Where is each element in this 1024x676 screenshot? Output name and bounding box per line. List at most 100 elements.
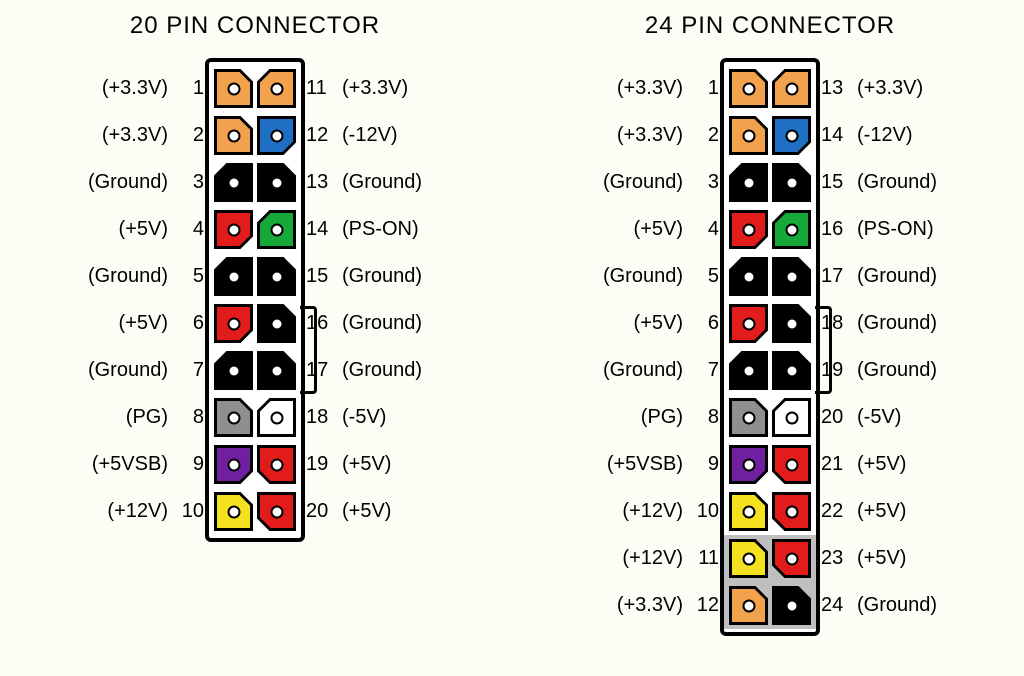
pin-signal: (+5V) bbox=[634, 312, 683, 335]
pin-label-left: (Ground) 7 bbox=[603, 347, 727, 394]
pin-signal: (-5V) bbox=[857, 406, 901, 429]
pin-number: 12 bbox=[693, 594, 719, 617]
pin-number: 22 bbox=[821, 500, 847, 523]
pin-number: 8 bbox=[178, 406, 204, 429]
pin-hole bbox=[270, 411, 283, 424]
pin-row: (PG)820(-5V) bbox=[727, 394, 813, 441]
pin-hole bbox=[785, 270, 798, 283]
pin bbox=[257, 257, 296, 296]
pin-signal: (Ground) bbox=[342, 265, 422, 288]
pin-row: (+12V)1022(+5V) bbox=[727, 488, 813, 535]
pin-signal: (Ground) bbox=[857, 594, 937, 617]
pin-hole bbox=[227, 364, 240, 377]
pin-hole bbox=[227, 505, 240, 518]
pin-hole bbox=[270, 317, 283, 330]
pin bbox=[729, 304, 768, 343]
connector-wrap: (+3.3V)111(+3.3V)(+3.3V)212(-12V)(Ground… bbox=[40, 58, 470, 542]
pin-signal: (+3.3V) bbox=[102, 124, 168, 147]
pin-hole bbox=[742, 364, 755, 377]
pin bbox=[729, 492, 768, 531]
pin bbox=[257, 492, 296, 531]
pin bbox=[729, 210, 768, 249]
pin-hole bbox=[742, 505, 755, 518]
pin-row: (Ground)515(Ground) bbox=[212, 253, 298, 300]
pin-label-left: (PG)8 bbox=[641, 394, 727, 441]
pin-hole bbox=[785, 129, 798, 142]
pin-label-right: 19(Ground) bbox=[813, 347, 937, 394]
pin-label-right: 16(Ground) bbox=[298, 300, 422, 347]
pin-row: (+5V)416(PS-ON) bbox=[727, 206, 813, 253]
pin-label-left: (+5VSB)9 bbox=[607, 441, 727, 488]
pin-number: 7 bbox=[178, 359, 204, 382]
pin bbox=[772, 586, 811, 625]
pin bbox=[729, 257, 768, 296]
pin-row: (+3.3V)214(-12V) bbox=[727, 112, 813, 159]
pin-number: 3 bbox=[693, 171, 719, 194]
pin-number: 18 bbox=[306, 406, 332, 429]
pin-number: 7 bbox=[693, 359, 719, 382]
pin-row: (+3.3V)1224(Ground) bbox=[727, 582, 813, 629]
pin bbox=[214, 257, 253, 296]
pin-number: 11 bbox=[306, 77, 332, 100]
pin-number: 5 bbox=[693, 265, 719, 288]
pin-signal: (PG) bbox=[126, 406, 168, 429]
connector-title: 24 PIN CONNECTOR bbox=[540, 12, 1000, 40]
pin-row: (+3.3V)113(+3.3V) bbox=[727, 65, 813, 112]
pin-signal: (PS-ON) bbox=[857, 218, 934, 241]
pin-number: 19 bbox=[306, 453, 332, 476]
pin-label-left: (Ground)5 bbox=[88, 253, 212, 300]
pin-label-right: 15(Ground) bbox=[298, 253, 422, 300]
pin-label-left: (+12V) 11 bbox=[622, 535, 727, 582]
pin-hole bbox=[742, 129, 755, 142]
pin-row: (+5VSB)921(+5V) bbox=[727, 441, 813, 488]
pin-signal: (+12V) bbox=[107, 500, 168, 523]
pin-label-left: (Ground)3 bbox=[88, 159, 212, 206]
pin bbox=[729, 398, 768, 437]
pin-signal: (Ground) bbox=[88, 265, 168, 288]
pin bbox=[214, 492, 253, 531]
pin-hole bbox=[742, 552, 755, 565]
pin-number: 13 bbox=[821, 77, 847, 100]
pin-number: 4 bbox=[693, 218, 719, 241]
pin-signal: (Ground) bbox=[603, 171, 683, 194]
pin-label-right: 20(+5V) bbox=[298, 488, 391, 535]
pin bbox=[772, 398, 811, 437]
pin-label-left: (+3.3V)1 bbox=[617, 65, 727, 112]
pin-label-left: (+5V)6 bbox=[634, 300, 727, 347]
pin-label-right: 17(Ground) bbox=[298, 347, 422, 394]
pin bbox=[729, 586, 768, 625]
pin-signal: (+3.3V) bbox=[857, 77, 923, 100]
pin-label-left: (Ground)7 bbox=[88, 347, 212, 394]
pin-label-left: (Ground)5 bbox=[603, 253, 727, 300]
pin-number: 9 bbox=[693, 453, 719, 476]
pin bbox=[257, 304, 296, 343]
pin-number: 18 bbox=[821, 312, 847, 335]
pin-label-left: (PG) 8 bbox=[126, 394, 212, 441]
pin-label-right: 12(-12V) bbox=[298, 112, 398, 159]
pin bbox=[772, 492, 811, 531]
pin-label-left: (+5V)4 bbox=[634, 206, 727, 253]
pin-hole bbox=[785, 82, 798, 95]
pin-hole bbox=[270, 223, 283, 236]
pin-number: 13 bbox=[306, 171, 332, 194]
pin-label-right: 13(Ground) bbox=[298, 159, 422, 206]
pin-number: 11 bbox=[693, 547, 719, 570]
pin-label-right: 17(Ground) bbox=[813, 253, 937, 300]
pin-number: 1 bbox=[693, 77, 719, 100]
pin-row: (Ground)517(Ground) bbox=[727, 253, 813, 300]
pin-signal: (Ground) bbox=[603, 359, 683, 382]
pin-hole bbox=[742, 317, 755, 330]
pin-hole bbox=[785, 552, 798, 565]
pin bbox=[772, 69, 811, 108]
pin bbox=[257, 116, 296, 155]
pin-signal: (+12V) bbox=[622, 547, 683, 570]
pin-label-left: (Ground) 3 bbox=[603, 159, 727, 206]
pin bbox=[214, 304, 253, 343]
pin-label-right: 14(PS-ON) bbox=[298, 206, 419, 253]
pin bbox=[257, 445, 296, 484]
pin bbox=[772, 539, 811, 578]
pin-label-left: (+3.3V)2 bbox=[617, 112, 727, 159]
pin-hole bbox=[227, 270, 240, 283]
pin-number: 17 bbox=[821, 265, 847, 288]
pin-number: 16 bbox=[821, 218, 847, 241]
